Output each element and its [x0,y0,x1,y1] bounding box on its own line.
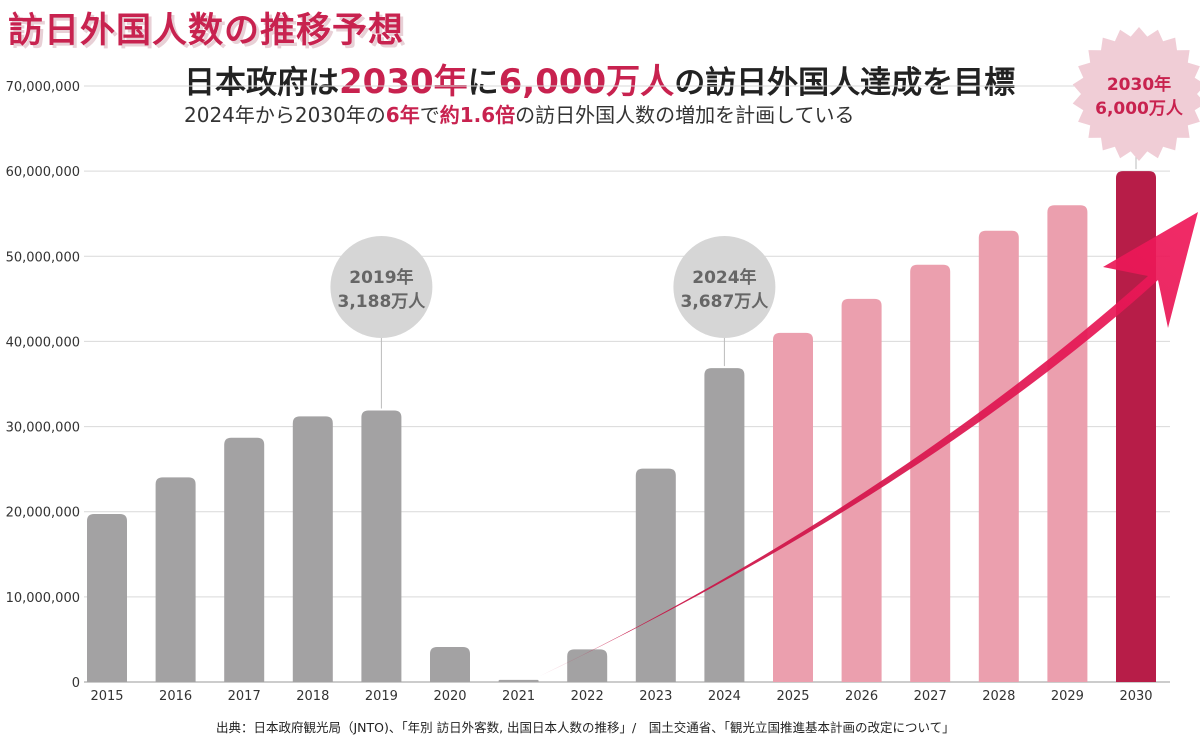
y-tick-label: 40,000,000 [6,335,80,350]
x-tick-label: 2026 [845,689,878,704]
subline-post: の訪日外国人数の増加を計画している [515,103,855,127]
x-tick-label: 2022 [571,689,604,704]
headline-amount: 6,000万人 [498,62,675,102]
bar-2026 [841,298,882,682]
x-tick-label: 2028 [982,689,1015,704]
subline-years: 6年 [385,103,420,127]
x-tick-label: 2025 [776,689,809,704]
bar-2027 [910,264,951,682]
annotations: 2019年 3,188万人 2024年 3,687万人 2030年 6,000万人 [330,27,1200,409]
y-tick-label: 10,000,000 [6,591,80,606]
y-tick-label: 70,000,000 [6,80,80,95]
chart-subtitle: 2024年から2030年の6年で約1.6倍の訪日外国人数の増加を計画している [184,99,855,128]
x-tick-label: 2017 [228,689,261,704]
headline-mid: に [467,65,499,101]
x-tick-label: 2015 [90,689,123,704]
bar-2028 [978,230,1019,682]
x-tick-label: 2029 [1051,689,1084,704]
x-axis: 2015 2016 2017 2018 2019 2020 2021 2022 2023 2024… [90,689,1152,704]
bar-2016 [155,477,196,682]
annotation-year: 2024年 [692,267,756,288]
annotation-year: 2019年 [349,267,413,288]
annotation-value: 3,188万人 [338,292,427,312]
bar-2015 [87,513,127,682]
bars [87,171,1156,682]
bar-2019 [361,410,402,682]
y-tick-label: 50,000,000 [6,250,80,265]
growth-arrow [540,212,1198,676]
chart-headline: 日本政府は2030年に6,000万人の訪日外国人達成を目標 [184,54,1015,103]
annotation-year: 2030年 [1107,74,1171,95]
bar-2017 [224,437,265,682]
x-tick-label: 2021 [502,689,535,704]
bar-2023 [635,468,676,682]
growth-arrow-shape [540,212,1198,676]
y-tick-label: 0 [72,676,80,691]
x-tick-label: 2030 [1119,689,1152,704]
page-title: 訪日外国人数の推移予想 [8,11,405,51]
x-tick-label: 2024 [708,689,741,704]
bar-2024 [704,368,745,682]
x-tick-label: 2023 [639,689,672,704]
bar-2029 [1047,205,1088,682]
annotation-bubble [673,236,776,338]
y-axis: 0 10,000,000 20,000,000 30,000,000 40,000,00… [6,80,80,691]
bar-2025 [773,332,813,682]
y-tick-label: 20,000,000 [6,506,80,521]
annotation-value: 3,687万人 [681,292,770,312]
annotation-bubble [330,236,433,338]
annotation-starburst [1072,27,1200,161]
x-tick-label: 2027 [914,689,947,704]
x-tick-label: 2020 [433,689,466,704]
headline-pre: 日本政府は [184,65,339,101]
x-tick-label: 2018 [296,689,329,704]
bar-2020 [430,646,470,682]
y-tick-label: 30,000,000 [6,421,80,436]
y-tick-label: 60,000,000 [6,165,80,180]
headline-year: 2030年 [339,62,468,102]
subline-pre: 2024年から2030年の [184,103,386,127]
bar-2022 [567,649,608,682]
x-tick-label: 2016 [159,689,192,704]
subline-mid: で [419,103,440,127]
annotation-value: 6,000万人 [1095,99,1184,119]
bar-2018 [292,416,333,682]
subline-ratio: 約1.6倍 [439,103,516,127]
bar-2021 [498,679,539,682]
x-tick-label: 2019 [365,689,398,704]
source-note: 出典：日本政府観光局（JNTO)、「年別 訪日外客数, 出国日本人数の推移」/ … [216,720,955,735]
headline-post: の訪日外国人達成を目標 [674,65,1016,101]
